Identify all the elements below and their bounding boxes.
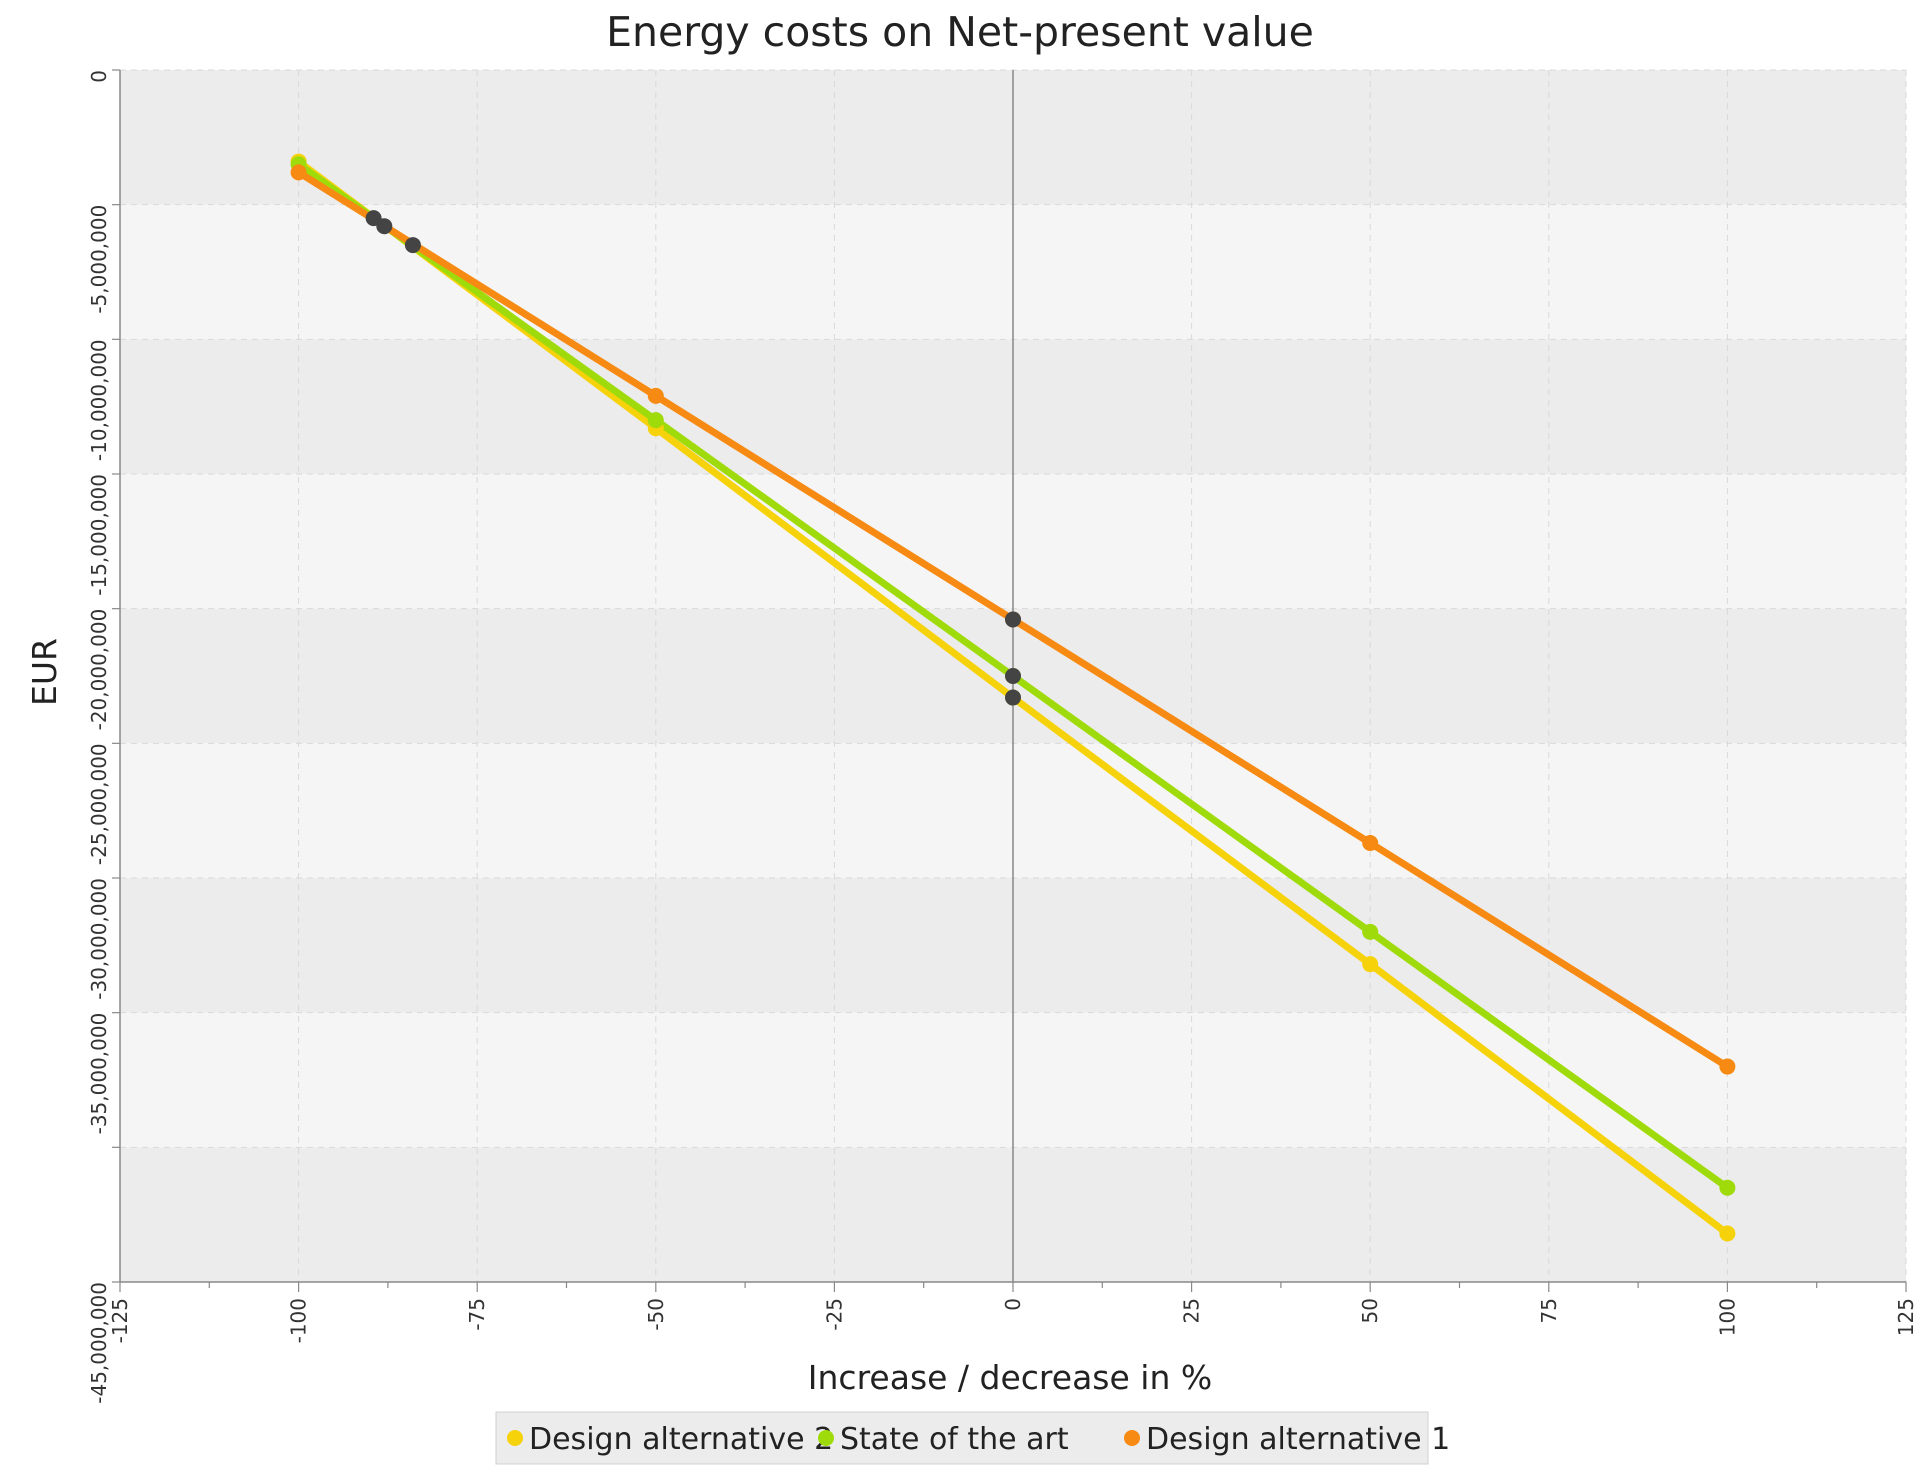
highlight-point <box>404 237 421 254</box>
y-tick-label: -45,000,000 <box>87 1282 111 1404</box>
y-tick-label: -5,000,000 <box>87 205 111 314</box>
x-tick-label: 125 <box>1894 1298 1918 1336</box>
data-point <box>1362 956 1379 973</box>
legend-marker <box>1124 1430 1140 1446</box>
y-tick-label: -30,000,000 <box>87 878 111 1000</box>
legend-box <box>495 1411 1429 1465</box>
y-tick-label: -35,000,000 <box>87 1013 111 1135</box>
x-tick-label: -75 <box>465 1298 489 1331</box>
highlight-point <box>1005 668 1021 684</box>
x-tick-label: -50 <box>644 1298 668 1331</box>
data-point <box>1362 923 1379 940</box>
y-tick-label: -10,000,000 <box>87 339 111 461</box>
data-point <box>290 164 307 181</box>
data-points <box>290 153 1736 1242</box>
x-tick-label: -100 <box>287 1298 311 1343</box>
legend-marker <box>818 1430 834 1446</box>
legend-label: Design alternative 1 <box>1146 1422 1450 1457</box>
x-tick-label: -25 <box>822 1298 846 1331</box>
data-point <box>647 412 664 429</box>
legend: Design alternative 2 State of the art Desi… <box>495 1411 1450 1465</box>
x-tick-label: 100 <box>1715 1298 1739 1336</box>
data-point <box>1362 834 1379 851</box>
data-point <box>1719 1058 1736 1075</box>
x-tick-label: 75 <box>1537 1298 1561 1323</box>
y-tick-label: -15,000,000 <box>87 474 111 596</box>
y-axis-label: EUR <box>25 638 64 706</box>
data-point <box>1719 1179 1736 1196</box>
legend-marker <box>507 1430 523 1446</box>
legend-label: Design alternative 2 <box>529 1422 833 1457</box>
legend-label: State of the art <box>840 1422 1069 1457</box>
chart-title: Energy costs on Net-present value <box>606 8 1314 56</box>
data-point <box>1719 1225 1736 1242</box>
x-tick-label: 50 <box>1358 1298 1382 1323</box>
highlight-point <box>376 218 393 235</box>
x-tick-label: 25 <box>1180 1298 1204 1323</box>
tick-labels: 0 -5,000,000 -10,000,000 -15,000,000 -20,000… <box>87 70 1918 1404</box>
x-tick-label: 0 <box>1001 1298 1025 1311</box>
x-tick-label: -125 <box>108 1298 132 1343</box>
x-axis-label: Increase / decrease in % <box>808 1358 1212 1397</box>
data-point <box>647 387 664 404</box>
y-tick-label: -20,000,000 <box>87 609 111 731</box>
y-tick-label: -25,000,000 <box>87 743 111 865</box>
highlight-point <box>1005 611 1021 628</box>
highlight-point <box>1005 689 1021 706</box>
y-tick-label: 0 <box>87 70 111 83</box>
